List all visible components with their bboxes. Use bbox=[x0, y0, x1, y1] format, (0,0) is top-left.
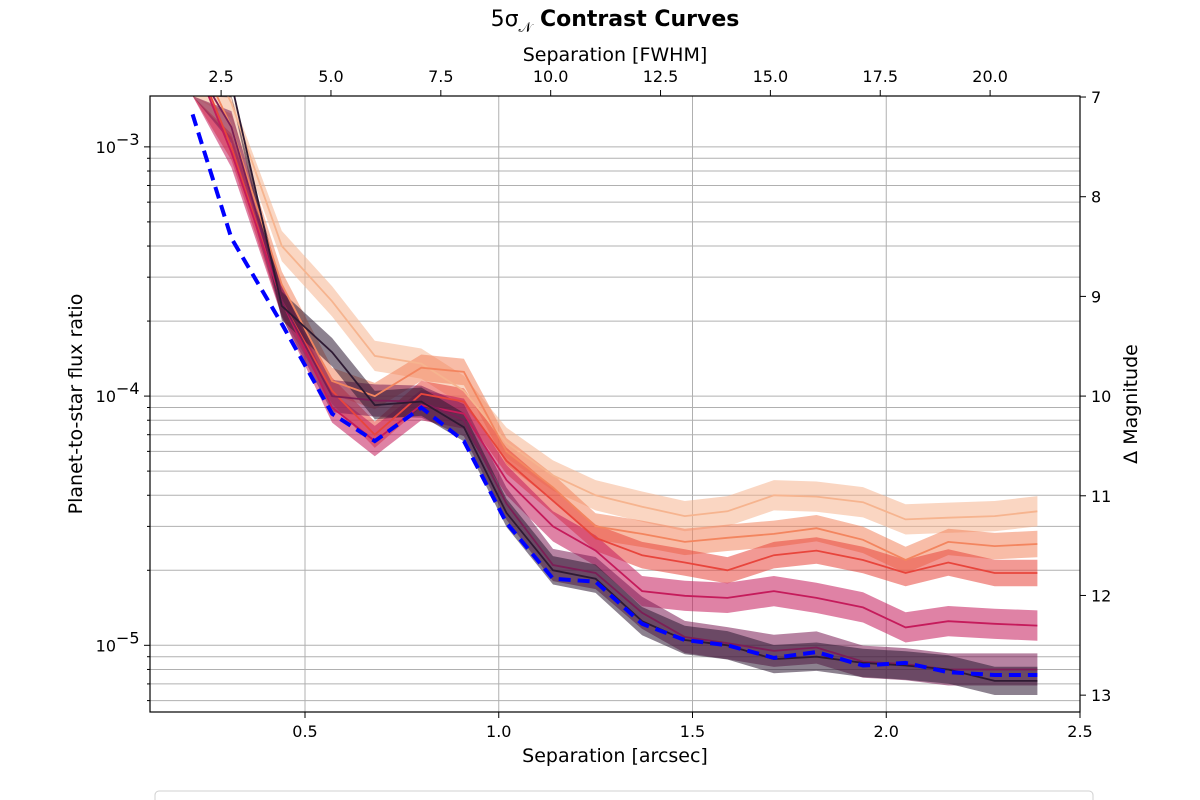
title-main: Contrast Curves bbox=[540, 7, 739, 32]
y-tick-base: 10 bbox=[96, 636, 116, 655]
series-4-line bbox=[207, 96, 1038, 629]
y-tick-base: 10 bbox=[96, 138, 116, 157]
x-tick-label: 1.0 bbox=[486, 722, 511, 741]
plot-frame bbox=[149, 95, 1081, 713]
right-tick-label: 8 bbox=[1091, 188, 1101, 207]
top-tick-label: 15.0 bbox=[753, 67, 789, 86]
top-tick-label: 2.5 bbox=[208, 67, 233, 86]
series-3-line bbox=[209, 96, 1038, 574]
y-tick-exponent: −3 bbox=[116, 130, 140, 149]
top-tick-label: 12.5 bbox=[643, 67, 679, 86]
x-tick-label: 2.5 bbox=[1067, 722, 1092, 741]
chart-title: 5σ𝒩 Contrast Curves bbox=[491, 7, 740, 36]
top-tick-label: 5.0 bbox=[318, 67, 343, 86]
title-prefix: 5σ bbox=[491, 7, 519, 32]
y-tick-exponent: −4 bbox=[116, 379, 140, 398]
right-tick-label: 12 bbox=[1091, 586, 1111, 605]
y-axis-label: Planet-to-star flux ratio bbox=[65, 294, 87, 515]
legend-box bbox=[154, 790, 1094, 800]
x-axis-label: Separation [arcsec] bbox=[522, 745, 708, 767]
right-tick-label: 11 bbox=[1091, 487, 1111, 506]
series-1-line bbox=[226, 96, 1038, 521]
title-subscript: 𝒩 bbox=[519, 20, 535, 36]
y-tick-label: 10 bbox=[96, 636, 116, 655]
plot-area bbox=[190, 96, 1038, 695]
top-tick-label: 20.0 bbox=[972, 67, 1008, 86]
y-tick-label: 10 bbox=[96, 138, 116, 157]
right-tick-label: 7 bbox=[1091, 88, 1101, 107]
x-tick-label: 2.0 bbox=[874, 722, 899, 741]
top-x-axis-label: Separation [FWHM] bbox=[523, 44, 708, 66]
right-tick-label: 9 bbox=[1091, 287, 1101, 306]
y-tick-base: 10 bbox=[96, 387, 116, 406]
axes: 0.5 1.0 1.5 2.0 2.5 2.5 5.0 7.5 10.0 12.5 15.0 17.5… bbox=[96, 67, 1112, 741]
x-tick-label: 1.5 bbox=[680, 722, 705, 741]
right-tick-label: 10 bbox=[1091, 387, 1111, 406]
top-tick-label: 17.5 bbox=[862, 67, 898, 86]
series-2-line bbox=[215, 96, 1038, 561]
top-tick-label: 10.0 bbox=[533, 67, 569, 86]
best-curve-line bbox=[190, 113, 1038, 677]
x-tick-label: 0.5 bbox=[292, 722, 317, 741]
y-tick-exponent: −5 bbox=[116, 628, 140, 647]
top-tick-label: 7.5 bbox=[428, 67, 453, 86]
right-tick-label: 13 bbox=[1091, 686, 1111, 705]
y-tick-label: 10 bbox=[96, 387, 116, 406]
series-6-band bbox=[192, 96, 1038, 695]
right-y-axis-label: Δ Magnitude bbox=[1120, 344, 1142, 464]
